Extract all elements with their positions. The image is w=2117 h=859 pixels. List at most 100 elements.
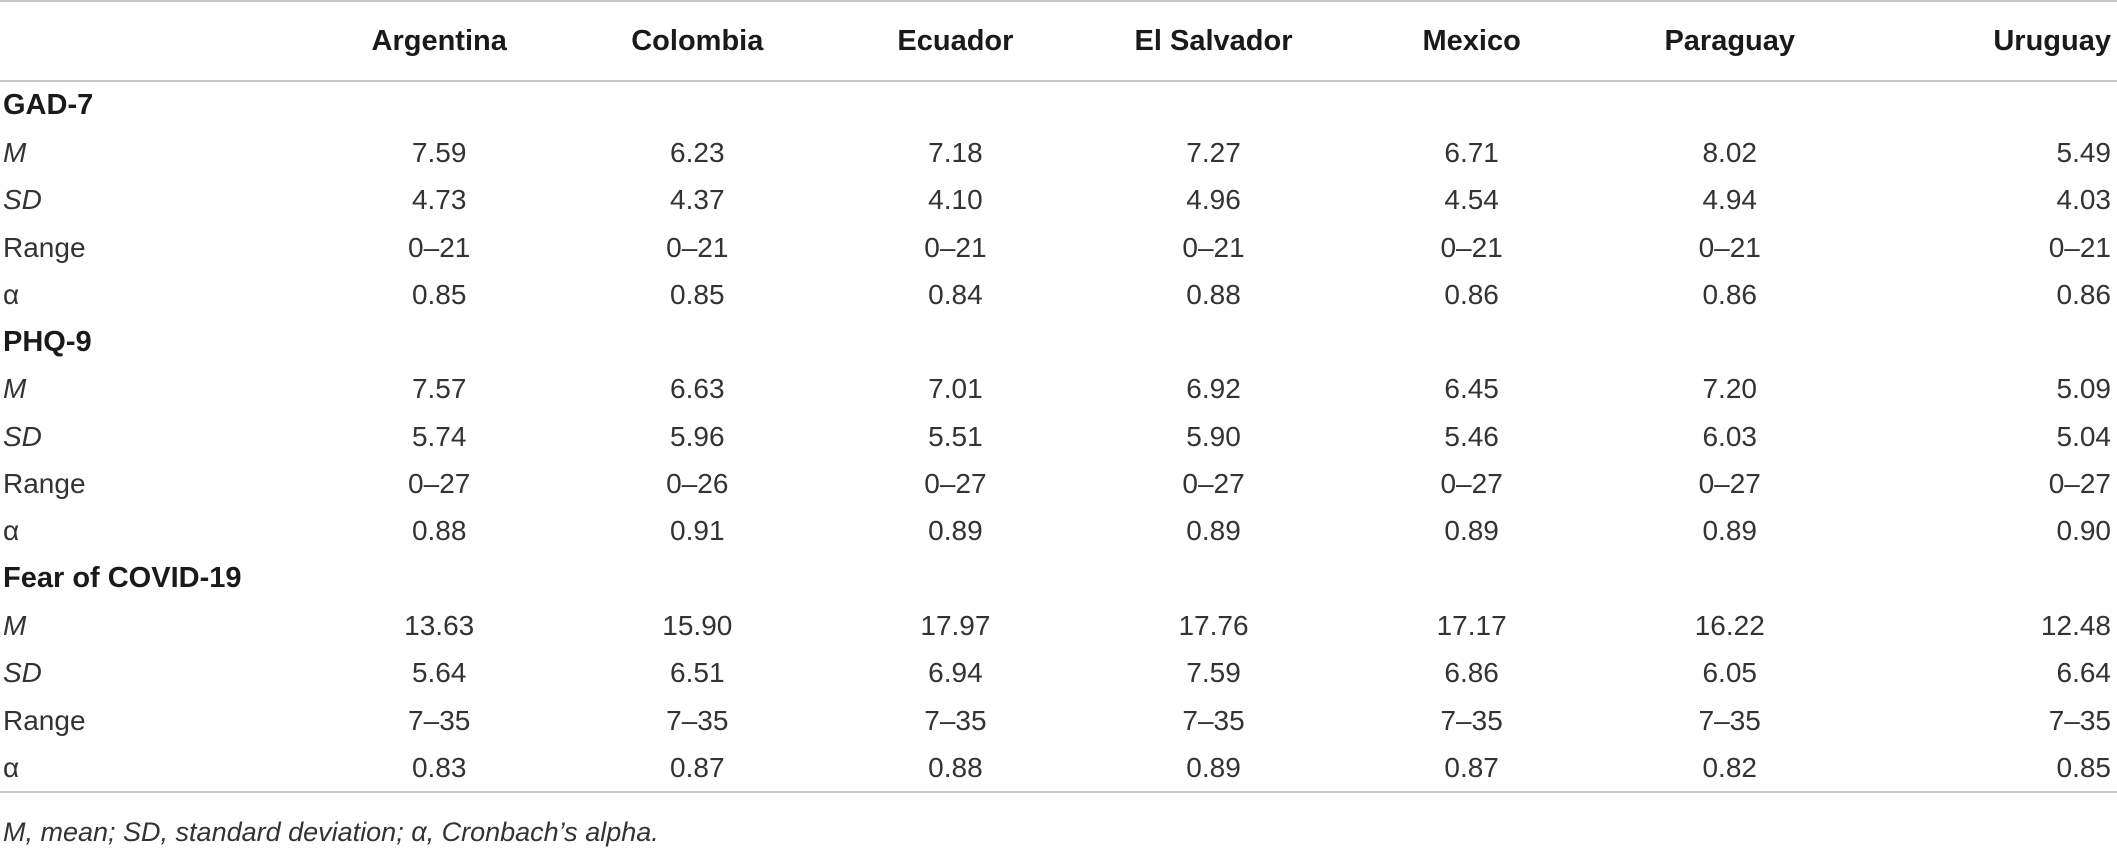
table-cell: 4.73 bbox=[411, 184, 467, 216]
section-header-row: Fear of COVID-19 bbox=[0, 555, 2117, 602]
table-cell: 0.82 bbox=[1600, 744, 1859, 794]
table-cell: 7–35 bbox=[1182, 704, 1245, 736]
table-cell: 5.04 bbox=[2056, 420, 2112, 452]
table-cell: 7.27 bbox=[1186, 136, 1241, 168]
table-header: Argentina Colombia Ecuador El Salvador Mexic… bbox=[0, 0, 2117, 82]
section-title: Fear of COVID-19 bbox=[3, 562, 242, 595]
table-cell: 4.96 bbox=[1186, 184, 1241, 216]
table-cell: 0.89 bbox=[1444, 515, 1499, 547]
column-header: Paraguay bbox=[1600, 0, 1859, 82]
table-cell: 4.94 bbox=[1702, 184, 1757, 216]
table-cell: 4.37 bbox=[670, 184, 725, 216]
table-cell: 7–35 bbox=[1440, 704, 1503, 736]
table-cell: 6.71 bbox=[1444, 136, 1499, 168]
table-row: SD 4.73 4.37 4.10 4.96 4.54 4.94 4.03 bbox=[0, 177, 2117, 224]
descriptive-statistics-table: Argentina Colombia Ecuador El Salvador Mexic… bbox=[0, 0, 2117, 794]
column-header: El Salvador bbox=[1084, 0, 1343, 82]
table-cell: 0.88 bbox=[826, 744, 1085, 794]
table-cell: 0–27 bbox=[1440, 468, 1503, 500]
row-label: SD bbox=[3, 184, 42, 216]
row-label: Range bbox=[3, 704, 86, 736]
table-cell: 5.51 bbox=[928, 420, 983, 452]
table-cell: 8.02 bbox=[1702, 136, 1757, 168]
table-cell: 5.74 bbox=[411, 420, 467, 452]
table-cell: 0–26 bbox=[666, 468, 729, 500]
table-cell: 0–21 bbox=[2048, 231, 2111, 263]
header-row: Argentina Colombia Ecuador El Salvador Mexic… bbox=[0, 0, 2117, 82]
table-cell: 5.09 bbox=[2056, 373, 2112, 405]
table-cell: 0.89 bbox=[928, 515, 983, 547]
table-cell: 0.85 bbox=[411, 278, 467, 310]
table-cell: 12.48 bbox=[2040, 609, 2111, 641]
table-cell: 6.63 bbox=[670, 373, 725, 405]
table-cell: 4.10 bbox=[928, 184, 983, 216]
table-cell: 7–35 bbox=[666, 704, 729, 736]
table-cell: 6.05 bbox=[1702, 657, 1757, 689]
table-cell: 7.59 bbox=[1186, 657, 1241, 689]
row-label: α bbox=[3, 278, 20, 310]
table-cell: 7–35 bbox=[924, 704, 987, 736]
row-label: α bbox=[0, 744, 311, 794]
header-cell-empty bbox=[0, 0, 311, 82]
table-row: α 0.85 0.85 0.84 0.88 0.86 0.86 0.86 bbox=[0, 271, 2117, 318]
row-label: M bbox=[3, 373, 27, 405]
table-cell: 0.87 bbox=[1342, 744, 1601, 794]
table-cell: 7.01 bbox=[928, 373, 983, 405]
table-cell: 5.49 bbox=[2056, 136, 2112, 168]
column-header: Ecuador bbox=[826, 0, 1085, 82]
table-cell: 7–35 bbox=[2048, 704, 2111, 736]
table-cell: 0–21 bbox=[924, 231, 987, 263]
table-row: Range 7–35 7–35 7–35 7–35 7–35 7–35 7–35 bbox=[0, 697, 2117, 744]
table-cell: 0.86 bbox=[1444, 278, 1499, 310]
table-cell: 7.18 bbox=[928, 136, 983, 168]
table-row: α 0.83 0.87 0.88 0.89 0.87 0.82 0.85 bbox=[0, 744, 2117, 794]
table-row: Range 0–27 0–26 0–27 0–27 0–27 0–27 0–27 bbox=[0, 460, 2117, 507]
table-cell: 17.17 bbox=[1436, 609, 1507, 641]
table-cell: 0–21 bbox=[1440, 231, 1503, 263]
section-header-row: PHQ-9 bbox=[0, 318, 2117, 365]
table-cell: 0.83 bbox=[310, 744, 569, 794]
row-label: Range bbox=[3, 468, 86, 500]
table-cell: 6.92 bbox=[1186, 373, 1241, 405]
table-body: GAD-7 M 7.59 6.23 7.18 7.27 6.71 8.02 5.49 SD 4.73… bbox=[0, 81, 2117, 794]
table-row: Range 0–21 0–21 0–21 0–21 0–21 0–21 0–21 bbox=[0, 224, 2117, 271]
table-cell: 0–21 bbox=[666, 231, 729, 263]
table-cell: 0.84 bbox=[928, 278, 983, 310]
table-cell: 17.76 bbox=[1178, 609, 1249, 641]
table-cell: 6.86 bbox=[1444, 657, 1499, 689]
table-cell: 0.88 bbox=[411, 515, 467, 547]
table-cell: 5.96 bbox=[670, 420, 725, 452]
table-cell: 6.23 bbox=[670, 136, 725, 168]
section-title: GAD-7 bbox=[3, 89, 94, 122]
table-cell: 17.97 bbox=[920, 609, 991, 641]
row-label: SD bbox=[3, 420, 42, 452]
table-cell: 6.94 bbox=[928, 657, 983, 689]
table-cell: 0–27 bbox=[2048, 468, 2111, 500]
table-cell: 15.90 bbox=[662, 609, 733, 641]
table-cell: 0–21 bbox=[1698, 231, 1761, 263]
column-header: Colombia bbox=[568, 0, 827, 82]
table-container: Argentina Colombia Ecuador El Salvador Mexic… bbox=[0, 0, 2117, 794]
table-cell: 0–27 bbox=[1182, 468, 1245, 500]
table-cell: 0–27 bbox=[1698, 468, 1761, 500]
table-cell: 0.86 bbox=[1702, 278, 1757, 310]
table-cell: 7.59 bbox=[411, 136, 467, 168]
table-row: SD 5.74 5.96 5.51 5.90 5.46 6.03 5.04 bbox=[0, 413, 2117, 460]
table-cell: 4.54 bbox=[1444, 184, 1499, 216]
table-cell: 5.90 bbox=[1186, 420, 1241, 452]
row-label: α bbox=[3, 515, 20, 547]
column-header: Uruguay bbox=[1858, 0, 2117, 82]
table-cell: 0.90 bbox=[2056, 515, 2112, 547]
table-cell: 7.57 bbox=[411, 373, 467, 405]
table-cell: 6.03 bbox=[1702, 420, 1757, 452]
table-cell: 0.89 bbox=[1702, 515, 1757, 547]
table-row: α 0.88 0.91 0.89 0.89 0.89 0.89 0.90 bbox=[0, 508, 2117, 555]
table-cell: 13.63 bbox=[404, 609, 475, 641]
table-cell: 7–35 bbox=[1698, 704, 1761, 736]
table-row: M 13.63 15.90 17.97 17.76 17.17 16.22 12.48 bbox=[0, 602, 2117, 649]
table-cell: 16.22 bbox=[1694, 609, 1765, 641]
table-row: SD 5.64 6.51 6.94 7.59 6.86 6.05 6.64 bbox=[0, 650, 2117, 697]
section-header-row: GAD-7 bbox=[0, 81, 2117, 129]
table-cell: 7.20 bbox=[1702, 373, 1757, 405]
row-label: Range bbox=[3, 231, 86, 263]
